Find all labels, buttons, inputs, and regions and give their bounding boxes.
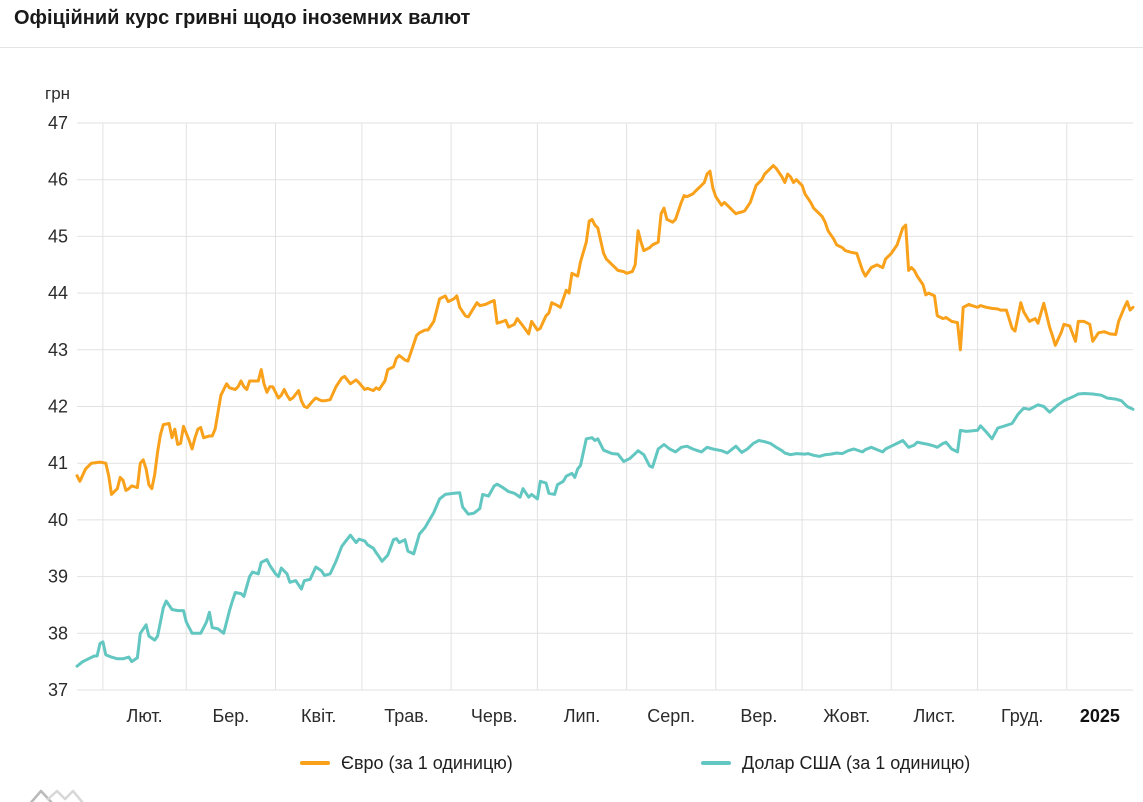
legend-label-euro: Євро (за 1 одиницю): [341, 753, 513, 773]
y-tick-label: 39: [48, 567, 68, 587]
x-month-label: 2025: [1080, 706, 1120, 726]
y-tick-label: 40: [48, 510, 68, 530]
x-month-label: Трав.: [384, 706, 429, 726]
chart-legend: Євро (за 1 одиницю) Долар США (за 1 один…: [0, 750, 1143, 780]
x-month-label: Лют.: [127, 706, 163, 726]
y-tick-label: 47: [48, 113, 68, 133]
y-tick-label: 37: [48, 680, 68, 700]
y-tick-label: 42: [48, 397, 68, 417]
page-title: Офіційний курс гривні щодо іноземних вал…: [14, 7, 471, 29]
watermark-mountains-icon: [29, 789, 84, 802]
y-tick-label: 41: [48, 453, 68, 473]
legend-label-usd: Долар США (за 1 одиницю): [742, 753, 971, 773]
x-month-label: Вер.: [740, 706, 777, 726]
y-tick-label: 45: [48, 226, 68, 246]
y-tick-label: 43: [48, 340, 68, 360]
y-tick-label: 44: [48, 283, 68, 303]
y-axis-unit-label: грн: [45, 84, 71, 103]
x-month-label: Жовт.: [823, 706, 870, 726]
y-tick-label: 46: [48, 170, 68, 190]
x-month-label: Черв.: [471, 706, 518, 726]
x-month-label: Квіт.: [301, 706, 336, 726]
chart-header: Офіційний курс гривні щодо іноземних вал…: [0, 0, 1143, 48]
x-month-label: Лист.: [913, 706, 955, 726]
legend-item-usd[interactable]: Долар США (за 1 одиницю): [701, 750, 970, 776]
y-tick-label: 38: [48, 623, 68, 643]
legend-item-euro[interactable]: Євро (за 1 одиницю): [300, 750, 513, 776]
euro-series-line: [75, 164, 1135, 496]
x-month-label: Бер.: [212, 706, 249, 726]
x-month-label: Груд.: [1001, 706, 1043, 726]
usd-line-marker: [701, 761, 731, 765]
x-month-label: Лип.: [564, 706, 601, 726]
x-month-label: Серп.: [647, 706, 695, 726]
euro-line-marker: [300, 761, 330, 765]
usd-series-line: [75, 392, 1135, 668]
